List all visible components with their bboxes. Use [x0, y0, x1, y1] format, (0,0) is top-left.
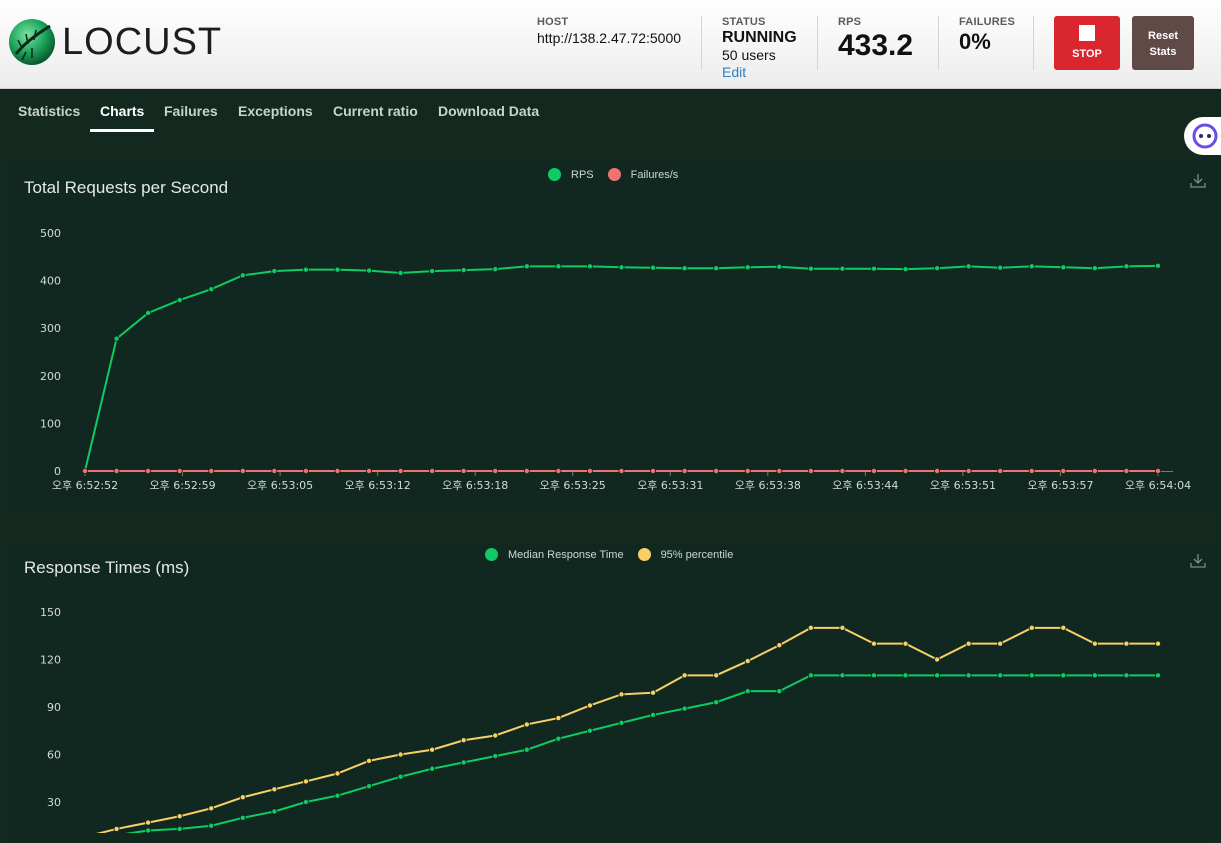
- data-point: [1029, 264, 1034, 269]
- data-point: [650, 265, 655, 270]
- data-point: [682, 468, 687, 473]
- data-point: [493, 468, 498, 473]
- x-tick-label: 오후 6:53:38: [735, 479, 801, 492]
- data-point: [146, 310, 151, 315]
- data-point: [871, 468, 876, 473]
- data-point: [493, 267, 498, 272]
- series-group: [82, 263, 1160, 473]
- data-point: [777, 264, 782, 269]
- data-point: [272, 268, 277, 273]
- y-tick-label: 0: [54, 465, 61, 478]
- data-point: [524, 264, 529, 269]
- legend-dot: [485, 548, 498, 561]
- data-point: [1061, 468, 1066, 473]
- data-point: [146, 468, 151, 473]
- x-tick-label: 오후 6:53:51: [930, 479, 996, 492]
- data-point: [1155, 263, 1160, 268]
- data-point: [1155, 468, 1160, 473]
- legend-dot: [638, 548, 651, 561]
- data-point: [1124, 468, 1129, 473]
- x-tick-label: 오후 6:52:59: [149, 479, 215, 492]
- data-point: [619, 468, 624, 473]
- x-tick-label: 오후 6:53:57: [1027, 479, 1093, 492]
- data-point: [682, 266, 687, 271]
- data-point: [114, 336, 119, 341]
- response-time-chart-panel: Response Times (ms) Median Response Time…: [8, 543, 1214, 843]
- data-point: [240, 273, 245, 278]
- data-point: [524, 468, 529, 473]
- chart-legend: Median Response Time 95% percentile: [485, 548, 747, 561]
- data-point: [1029, 468, 1034, 473]
- series-line: [85, 266, 1158, 471]
- data-point: [335, 267, 340, 272]
- data-point: [209, 287, 214, 292]
- data-point: [272, 468, 277, 473]
- data-point: [240, 468, 245, 473]
- data-point: [745, 265, 750, 270]
- data-point: [777, 468, 782, 473]
- x-tick-label: 오후 6:54:04: [1125, 479, 1191, 492]
- x-tick-label: 오후 6:53:18: [442, 479, 508, 492]
- data-point: [1092, 266, 1097, 271]
- y-tick-label: 200: [40, 370, 61, 383]
- data-point: [461, 468, 466, 473]
- data-point: [303, 267, 308, 272]
- x-tick-label: 오후 6:53:31: [637, 479, 703, 492]
- x-tick-label: 오후 6:53:44: [832, 479, 898, 492]
- y-tick-label: 100: [40, 417, 61, 430]
- legend-label: Median Response Time: [508, 549, 624, 561]
- data-point: [903, 267, 908, 272]
- data-point: [934, 266, 939, 271]
- data-point: [840, 266, 845, 271]
- y-tick-label: 500: [40, 227, 61, 240]
- chart-title: Response Times (ms): [24, 558, 189, 578]
- data-point: [745, 468, 750, 473]
- download-icon[interactable]: [1190, 553, 1206, 569]
- data-point: [430, 268, 435, 273]
- x-tick-label: 오후 6:52:52: [52, 479, 118, 492]
- data-point: [398, 270, 403, 275]
- x-tick-label: 오후 6:53:25: [540, 479, 606, 492]
- data-point: [714, 468, 719, 473]
- data-point: [808, 468, 813, 473]
- data-point: [966, 468, 971, 473]
- legend-label: 95% percentile: [661, 549, 734, 561]
- data-point: [619, 265, 624, 270]
- data-point: [556, 264, 561, 269]
- x-tick-label: 오후 6:53:05: [247, 479, 313, 492]
- data-point: [461, 268, 466, 273]
- data-point: [177, 298, 182, 303]
- data-point: [714, 266, 719, 271]
- data-point: [903, 468, 908, 473]
- x-tick-label: 오후 6:53:12: [345, 479, 411, 492]
- data-point: [1124, 264, 1129, 269]
- data-point: [209, 468, 214, 473]
- data-point: [430, 468, 435, 473]
- data-point: [1061, 265, 1066, 270]
- data-point: [934, 468, 939, 473]
- data-point: [1092, 468, 1097, 473]
- data-point: [650, 468, 655, 473]
- data-point: [966, 264, 971, 269]
- data-point: [998, 468, 1003, 473]
- data-point: [587, 468, 592, 473]
- data-point: [998, 265, 1003, 270]
- data-point: [177, 468, 182, 473]
- data-point: [114, 468, 119, 473]
- data-point: [366, 268, 371, 273]
- data-point: [82, 468, 87, 473]
- data-point: [303, 468, 308, 473]
- data-point: [871, 266, 876, 271]
- data-point: [840, 468, 845, 473]
- data-point: [366, 468, 371, 473]
- data-point: [335, 468, 340, 473]
- data-point: [398, 468, 403, 473]
- legend-item-median[interactable]: Median Response Time: [485, 548, 624, 561]
- legend-item-p95[interactable]: 95% percentile: [638, 548, 734, 561]
- data-point: [587, 264, 592, 269]
- data-point: [808, 266, 813, 271]
- y-tick-label: 300: [40, 322, 61, 335]
- y-tick-label: 400: [40, 275, 61, 288]
- data-point: [556, 468, 561, 473]
